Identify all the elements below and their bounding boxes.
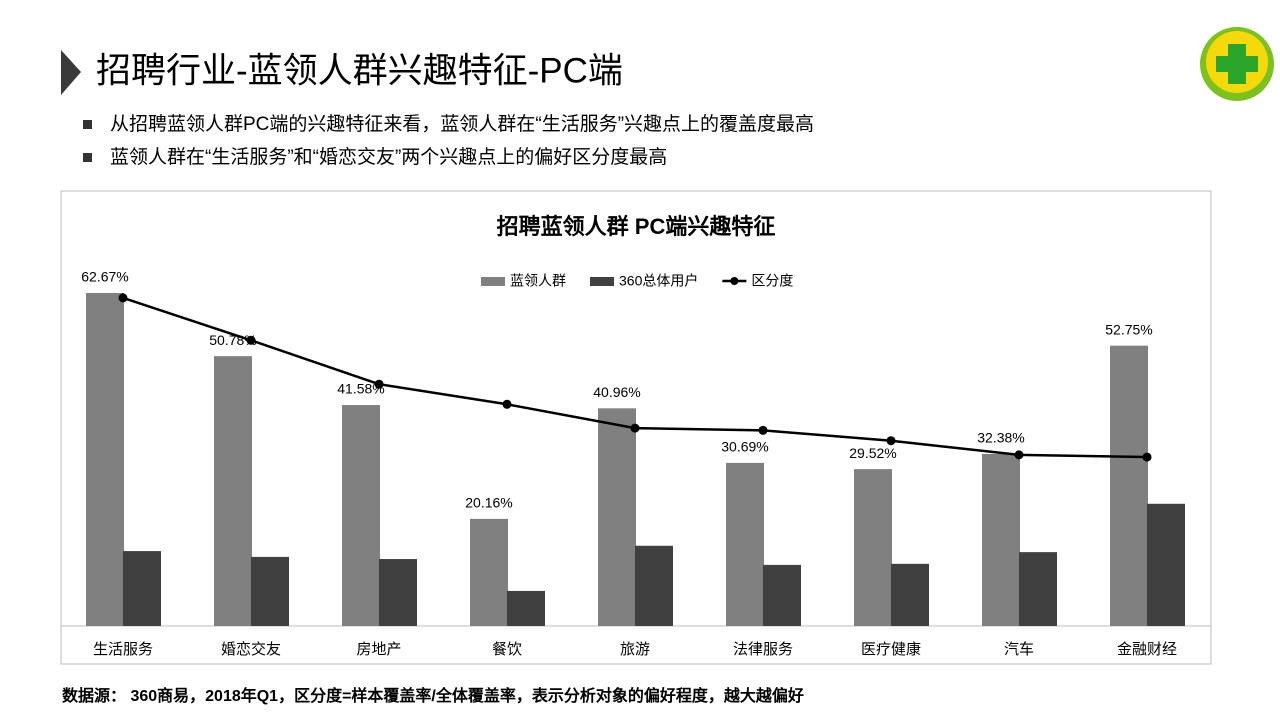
line-point (246, 335, 256, 345)
bar (763, 564, 801, 626)
x-tick-label: 金融财经 (1117, 641, 1177, 658)
data-label: 20.16% (465, 495, 512, 511)
bar (251, 556, 289, 626)
bullet: 从招聘蓝领人群PC端的兴趣特征来看，蓝领人群在“生活服务”兴趣点上的覆盖度最高 (110, 113, 814, 135)
bar (470, 518, 508, 626)
data-label: 29.52% (849, 445, 896, 461)
legend-swatch (590, 277, 614, 286)
bar (86, 292, 124, 626)
x-tick-label: 医疗健康 (861, 641, 921, 658)
line-point (502, 399, 512, 409)
bar (1110, 345, 1148, 626)
legend-label: 蓝领人群 (510, 273, 566, 289)
bar (507, 590, 545, 626)
data-label: 41.58% (337, 381, 384, 397)
bar (635, 545, 673, 626)
x-tick-label: 餐饮 (492, 641, 522, 658)
bar (1019, 552, 1057, 626)
legend-swatch (481, 277, 505, 286)
bar (598, 408, 636, 626)
data-label: 40.96% (593, 384, 640, 400)
line-point (1142, 452, 1152, 462)
logo (1200, 27, 1274, 101)
x-tick-label: 婚恋交友 (221, 640, 281, 658)
line-point (758, 425, 768, 435)
bar (891, 563, 929, 626)
line-point (886, 436, 896, 446)
data-label: 30.69% (721, 439, 768, 455)
x-tick-label: 旅游 (620, 641, 650, 658)
bullet-square (83, 120, 92, 129)
line-point (630, 423, 640, 433)
data-label: 52.75% (1105, 321, 1152, 337)
slide-title: 招聘行业-蓝领人群兴趣特征-PC端 (96, 51, 623, 90)
bullet: 蓝领人群在“生活服务”和“婚恋交友”两个兴趣点上的偏好区分度最高 (110, 146, 667, 168)
bar (726, 462, 764, 626)
x-tick-label: 房地产 (356, 641, 401, 658)
x-tick-label: 生活服务 (93, 641, 153, 658)
data-label: 50.78% (209, 332, 256, 348)
legend-swatch (730, 277, 739, 285)
line-point (1014, 450, 1024, 460)
legend-label: 区分度 (751, 273, 793, 289)
footer-note: 数据源： 360商易，2018年Q1，区分度=样本覆盖率/全体覆盖率，表示分析对… (62, 686, 804, 705)
data-label: 32.38% (977, 430, 1024, 446)
chart-title: 招聘蓝领人群 PC端兴趣特征 (497, 214, 776, 239)
bar (342, 405, 380, 626)
legend-label: 360总体用户 (619, 273, 698, 289)
line-point (374, 379, 384, 389)
bar (982, 453, 1020, 626)
bar (1147, 503, 1185, 626)
data-label: 62.67% (81, 269, 128, 285)
title-marker (61, 50, 81, 95)
bar (379, 559, 417, 626)
bar (123, 551, 161, 626)
bullet-square (83, 153, 92, 162)
bar (854, 469, 892, 626)
x-tick-label: 汽车 (1004, 641, 1034, 658)
bar (214, 356, 252, 626)
line-point (118, 293, 128, 303)
x-tick-label: 法律服务 (733, 641, 793, 658)
chart-frame (60, 190, 1212, 665)
